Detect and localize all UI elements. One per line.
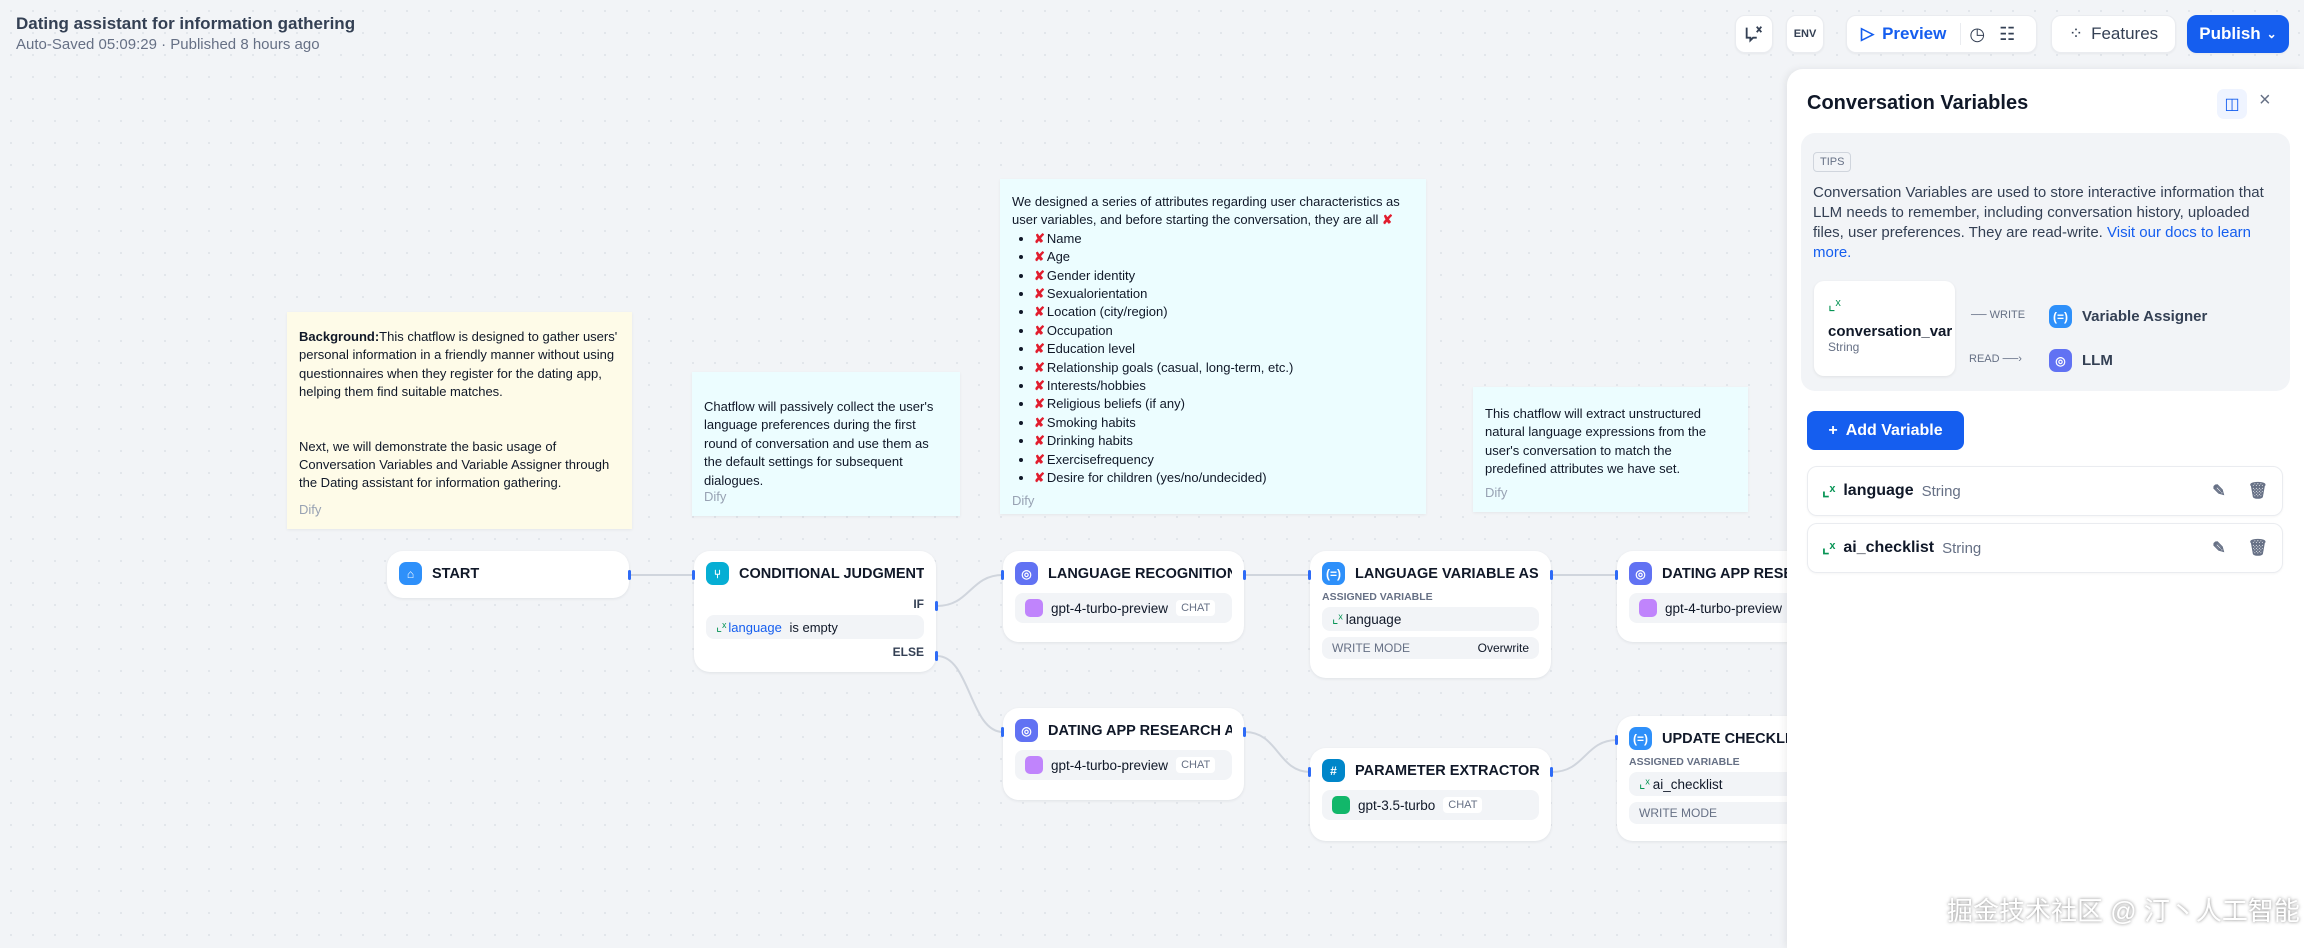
conversation-variables-button[interactable] [1735,15,1773,53]
edge [1244,731,1311,773]
openai-icon [1639,599,1657,617]
cross-icon: ✘ [1034,249,1045,265]
node-language-variable-assigner[interactable]: (=) LANGUAGE VARIABLE AS... ASSIGNED VARI… [1310,551,1551,678]
conversation-variable-icon [1745,26,1763,43]
play-icon: ▷ [1861,24,1875,43]
cross-icon: ✘ [1034,359,1045,375]
cross-icon: ✘ [1034,322,1045,338]
run-history-icon[interactable]: ◷ [1969,23,1986,44]
edge [936,574,1004,607]
openai-icon [1025,756,1043,774]
openai-icon [1025,599,1043,617]
attribute-item: ✘Location (city/region) [1034,303,1414,321]
conversation-variable-icon: ⌞ˣ [1822,483,1836,500]
attribute-item: ✘Relationship goals (casual, long-term, … [1034,359,1414,377]
note-language[interactable]: Chatflow will passively collect the user… [692,372,960,516]
attribute-item: ✘Name [1034,230,1414,248]
home-icon: ⌂ [399,562,422,585]
note-extract[interactable]: This chatflow will extract unstructured … [1473,387,1748,512]
cross-icon: ✘ [1034,378,1045,394]
llm-icon: ◎ [1015,562,1038,585]
note-attributes[interactable]: We designed a series of attributes regar… [1000,179,1426,514]
attribute-item: ✘Occupation [1034,322,1414,340]
app-title: Dating assistant for information gatheri… [16,14,356,33]
conversation-variable-icon: ⌞ˣ [1639,776,1650,791]
attribute-item: ✘Exercisefrequency [1034,451,1414,469]
branch-icon: ⑂ [706,562,729,585]
close-icon[interactable]: × [2259,89,2271,111]
tips-box: TIPS Conversation Variables are used to … [1801,133,2290,391]
attribute-item: ✘Desire for children (yes/no/undecided) [1034,469,1414,487]
edit-icon[interactable]: ✎ [2212,540,2226,557]
node-parameter-extractor[interactable]: # PARAMETER EXTRACTOR gpt-3.5-turbo CHAT [1310,748,1551,841]
cross-icon: ✘ [1034,304,1045,320]
attribute-item: ✘Education level [1034,340,1414,358]
attribute-item: ✘Sexualorientation [1034,285,1414,303]
delete-icon[interactable]: 🗑 [2247,540,2268,557]
attribute-list: ✘Name✘Age✘Gender identity✘Sexualorientat… [1012,230,1414,488]
conversation-variable-icon: ⌞ˣ [1332,611,1343,626]
cross-icon: ✘ [1382,212,1393,228]
assigner-icon: (=) [1322,562,1345,585]
cross-icon: ✘ [1034,341,1045,357]
attribute-item: ✘Religious beliefs (if any) [1034,395,1414,413]
edge [1551,739,1618,773]
edge [936,655,1004,733]
attribute-item: ✘Smoking habits [1034,414,1414,432]
assigner-icon: (=) [2049,305,2072,328]
env-button[interactable]: ENV [1786,15,1824,53]
attribute-item: ✘Gender identity [1034,267,1414,285]
docs-link[interactable]: Visit our docs to learn more. [1813,224,2251,261]
attribute-item: ✘Drinking habits [1034,432,1414,450]
cross-icon: ✘ [1034,267,1045,283]
note-background[interactable]: Background:This chatflow is designed to … [287,312,632,529]
watermark: 掘金技术社区 @ 汀丶人工智能 [1947,896,2300,926]
publish-button[interactable]: Publish ⌄ [2187,15,2289,53]
node-language-recognition[interactable]: ◎ LANGUAGE RECOGNITION gpt-4-turbo-previe… [1003,551,1244,642]
extractor-icon: # [1322,759,1345,782]
conversation-variables-panel: Conversation Variables ◫ × TIPS Conversa… [1787,69,2304,948]
example-variable-card: ⌞ˣ conversation_var String [1814,281,1955,376]
edit-icon[interactable]: ✎ [2212,483,2226,500]
checklist-icon[interactable]: ☷ [1999,23,2016,44]
cross-icon: ✘ [1034,470,1045,486]
conversation-variable-icon: ⌞ˣ [1828,297,1841,314]
node-dating-app-research-2[interactable]: ◎ DATING APP RESEARCH A... gpt-4-turbo-pr… [1003,708,1244,800]
preview-button[interactable]: ▷ Preview [1861,24,1947,43]
attribute-item: ✘Interests/hobbies [1034,377,1414,395]
chevron-down-icon: ⌄ [2266,27,2277,41]
save-status: Auto-Saved 05:09:29 · Published 8 hours … [16,36,320,53]
add-variable-button[interactable]: + Add Variable [1807,411,1964,450]
cross-icon: ✘ [1034,396,1045,412]
features-button[interactable]: ⁘ Features [2051,15,2176,53]
assigner-icon: (=) [1629,727,1652,750]
cross-icon: ✘ [1034,230,1045,246]
openai-icon [1332,796,1350,814]
llm-icon: ◎ [1629,562,1652,585]
delete-icon[interactable]: 🗑 [2247,483,2268,500]
panel-title: Conversation Variables [1807,92,2029,114]
cross-icon: ✘ [1034,286,1045,302]
node-start[interactable]: ⌂ START [387,551,629,598]
attribute-item: ✘Age [1034,248,1414,266]
cross-icon: ✘ [1034,451,1045,467]
cross-icon: ✘ [1034,433,1045,449]
node-conditional-judgment[interactable]: ⑂ CONDITIONAL JUDGMENT IF ⌞ˣ language is e… [694,551,936,672]
conversation-variable-icon: ⌞ˣ [1822,540,1836,557]
variable-item[interactable]: ⌞ˣ language String ✎ 🗑 [1807,466,2283,516]
conversation-variable-icon: ⌞ˣ [716,619,727,634]
cross-icon: ✘ [1034,414,1045,430]
plus-icon: + [1828,421,1838,439]
features-icon: ⁘ [2068,24,2084,43]
llm-icon: ◎ [2049,349,2072,372]
preview-group: ▷ Preview ◷ ☷ [1846,15,2037,53]
llm-icon: ◎ [1015,719,1038,742]
variable-item[interactable]: ⌞ˣ ai_checklist String ✎ 🗑 [1807,523,2283,573]
docs-book-icon[interactable]: ◫ [2217,89,2247,119]
